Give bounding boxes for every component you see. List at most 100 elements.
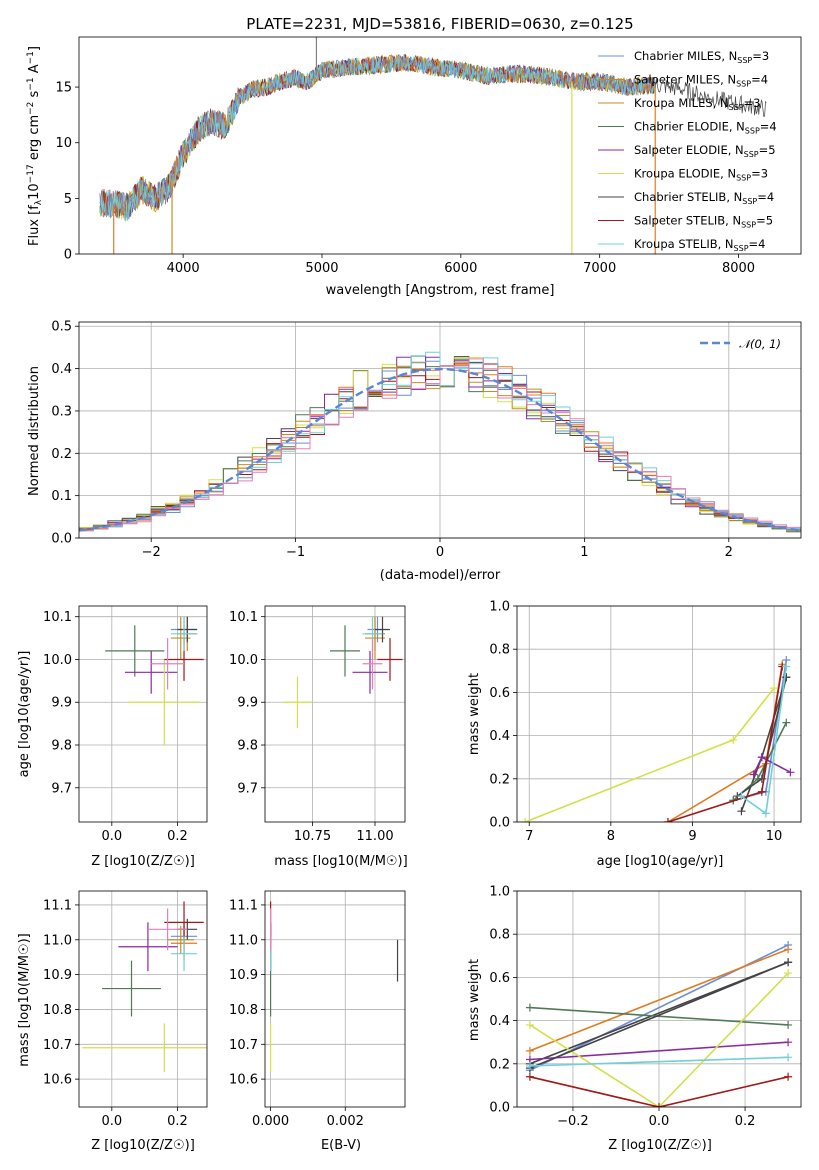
mass-weight-vs-age-marker-8 (782, 662, 791, 671)
mass-weight-vs-Z-marker-3 (525, 1003, 534, 1012)
residuals-frame (78, 321, 802, 539)
legend-sub: SSP (736, 174, 751, 183)
mass-weight-vs-age-ytick-label: 1.0 (489, 600, 510, 615)
mass-weight-vs-Z-ytick-label: 0.2 (489, 1057, 510, 1072)
age-vs-Z-ytick-label: 10.1 (43, 610, 72, 625)
mass-weight-vs-age-marker-8 (761, 809, 770, 818)
mass-weight-vs-Z-ytick-label: 0.0 (489, 1101, 510, 1116)
age-z-xlabel: Z [log10(Z/Z☉)] (91, 854, 195, 869)
normal-curve (79, 367, 801, 532)
age-vs-mass-plot-area (282, 616, 403, 728)
mw-z-xlabel: Z [log10(Z/Z☉)] (608, 1138, 712, 1153)
legend-entry-6: Chabrier STELIB, NSSP=4 (634, 190, 774, 206)
legend-sub: SSP (744, 150, 759, 159)
mass-vs-Z-ytick-label: 11.1 (43, 898, 72, 913)
mass-weight-vs-Z-series-6 (529, 961, 789, 1069)
mass-weight-vs-age-marker-3 (782, 718, 791, 727)
mass-weight-vs-Z-marker-8 (784, 1053, 793, 1062)
mass-weight-vs-age-ytick-label: 0.8 (489, 643, 510, 658)
residuals-plot-area (79, 351, 801, 533)
legend-sub: SSP (734, 244, 749, 253)
spectrum-ytick-label: 10 (55, 136, 72, 151)
mass-weight-vs-Z-marker-5 (784, 969, 793, 978)
mass-weight-vs-Z-series-5 (529, 972, 789, 1107)
residuals-xtick-label: −1 (286, 545, 305, 560)
mass-weight-vs-age-marker-5 (770, 684, 779, 693)
mass-weight-vs-Z-series-1 (529, 948, 789, 1052)
mass-weight-vs-age-marker-5 (729, 735, 738, 744)
spectrum-ytick-label: 0 (64, 248, 72, 263)
mass-weight-vs-age-marker-4 (757, 753, 766, 762)
age-vs-Z-ytick-label: 9.8 (51, 739, 72, 754)
mass-vs-ebv-ytick-label: 11.1 (229, 898, 258, 913)
legend-value: =5 (756, 214, 773, 228)
mass-vs-ebv-frame (264, 890, 406, 1108)
mass-vs-Z-xtick-label: 0.0 (101, 1114, 122, 1129)
mass-weight-vs-Z-ytick-label: 1.0 (489, 885, 510, 900)
mass-vs-ebv-ytick-label: 10.7 (229, 1038, 258, 1053)
residuals-xlabel: (data-model)/error (380, 568, 501, 583)
age-vs-mass-ytick-label: 10.0 (229, 653, 258, 668)
mass-weight-vs-Z-series-3 (529, 1006, 789, 1026)
mass-weight-vs-age-xtick-label: 10 (766, 829, 783, 844)
mass-weight-vs-age-plot-area (521, 656, 795, 822)
age-vs-Z-plot-area (105, 616, 204, 746)
legend-value: =4 (757, 190, 774, 204)
residuals-xtick-label: 2 (725, 545, 733, 560)
mass-weight-vs-age-xtick-label: 7 (525, 829, 533, 844)
legend-entry-1: Salpeter MILES, NSSP=4 (634, 73, 768, 89)
mass-weight-vs-Z-series-8 (529, 1056, 789, 1067)
residuals-ytick-label: 0.2 (51, 447, 72, 462)
legend-sub: SSP (745, 127, 760, 136)
legend-value: =3 (751, 167, 768, 181)
age-vs-Z-ytick-label: 9.9 (51, 696, 72, 711)
residuals-xtick-label: −2 (142, 545, 161, 560)
mass-weight-vs-Z-series-4 (529, 1041, 789, 1061)
spectrum-xtick-label: 6000 (444, 261, 477, 276)
age-mass-xlabel: mass [log10(M/M☉)] (274, 854, 407, 869)
mass-weight-vs-Z-series-7 (529, 1076, 789, 1107)
mass-vs-ebv-xtick-label: 0.002 (327, 1114, 364, 1129)
legend-value: =5 (759, 143, 776, 157)
mass-weight-vs-Z-plot-area (525, 941, 793, 1107)
spectrum-plot-area (99, 37, 767, 254)
mass-weight-vs-Z-ytick-label: 0.6 (489, 971, 510, 986)
mass-vs-Z-plot-area (82, 901, 207, 1073)
mass-weight-vs-age-frame (516, 605, 802, 823)
age-vs-Z-panel: 0.0 0.2 9.7 9.8 9.9 10.0 10.1 (43, 605, 208, 844)
mass-weight-vs-Z-marker-5 (525, 1020, 534, 1029)
mass-vs-ebv-plot-area (270, 901, 399, 1073)
age-vs-Z-ytick-label: 9.7 (51, 781, 72, 796)
mass-weight-vs-Z-marker-7 (784, 1072, 793, 1081)
age-vs-mass-ytick-label: 9.8 (237, 739, 258, 754)
legend-entry-4: Salpeter ELODIE, NSSP=5 (634, 143, 776, 159)
mass-vs-ebv-ytick-label: 10.6 (229, 1073, 258, 1088)
mass-weight-vs-age-series-5 (524, 687, 775, 822)
age-vs-mass-xtick-label: 11.00 (356, 829, 393, 844)
legend-value: =3 (752, 49, 769, 63)
age-z-ylabel: age [log10(age/yr)] (17, 651, 32, 778)
legend-sub: SSP (741, 221, 756, 230)
mass-weight-vs-age-marker-4 (749, 770, 758, 779)
residuals-ytick-label: 0.5 (51, 320, 72, 335)
age-vs-Z-frame (78, 605, 208, 823)
mass-weight-vs-Z-ytick-label: 0.4 (489, 1014, 510, 1029)
spectrum-panel: 4000 5000 6000 7000 8000 0 5 10 15 Chabrier MILES… (55, 36, 802, 276)
residuals-ytick-label: 0.4 (51, 362, 72, 377)
legend-entry-3: Chabrier ELODIE, NSSP=4 (634, 120, 777, 136)
mw-z-ylabel: mass weight (467, 959, 482, 1041)
age-vs-Z-xtick-label: 0.0 (101, 829, 122, 844)
legend-sub: SSP (737, 56, 752, 65)
age-vs-mass-ytick-label: 9.9 (237, 696, 258, 711)
mass-weight-vs-age-marker-6 (782, 673, 791, 682)
legend-value: =4 (749, 237, 766, 251)
mass-vs-ebv-xtick-label: 0.000 (252, 1114, 289, 1129)
mass-weight-vs-age-xtick-label: 8 (607, 829, 615, 844)
mass-weight-vs-age-marker-7 (757, 787, 766, 796)
spectrum-xtick-label: 7000 (583, 261, 616, 276)
mass-z-xlabel: Z [log10(Z/Z☉)] (91, 1138, 195, 1153)
mass-vs-Z-xtick-label: 0.2 (167, 1114, 188, 1129)
residual-hist-9 (79, 358, 801, 531)
legend-sub: SSP (729, 103, 744, 112)
